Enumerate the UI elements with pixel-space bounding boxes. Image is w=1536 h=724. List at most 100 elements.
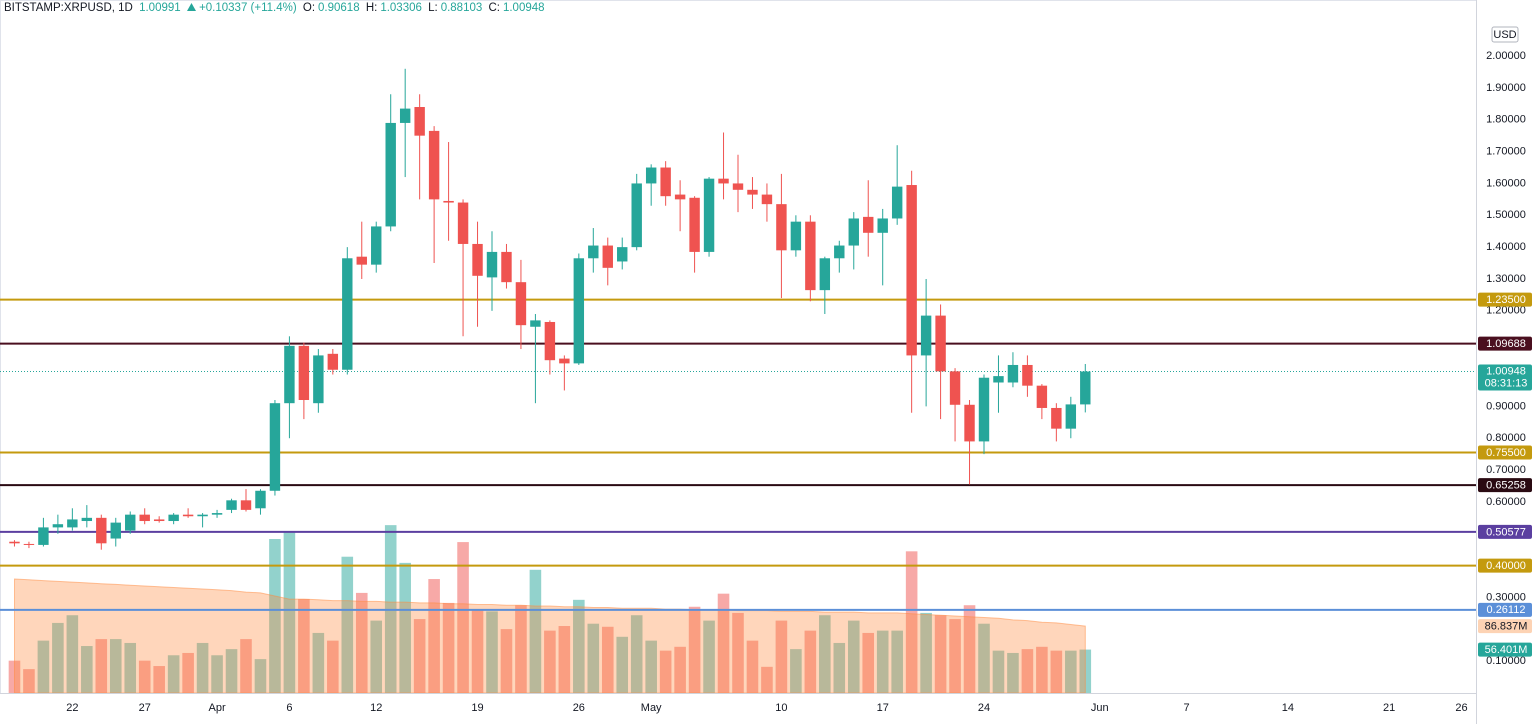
candle-body — [342, 258, 353, 370]
candle-body — [660, 167, 671, 197]
level-label: 0.50577 — [1486, 526, 1526, 538]
candle-body — [573, 258, 585, 364]
candle-body — [790, 221, 802, 251]
candle-body — [1007, 364, 1019, 383]
volume-bar — [891, 630, 903, 693]
volume-bar — [761, 666, 773, 693]
volume-bar — [355, 592, 368, 693]
level-label-box — [1478, 292, 1532, 307]
candle-body — [428, 130, 440, 200]
volume-ma-label-box — [1478, 619, 1532, 634]
candle-body — [920, 315, 932, 356]
volume-bar — [413, 619, 426, 693]
currency-box — [1491, 26, 1519, 43]
volume-bar — [630, 615, 643, 693]
volume-bar — [225, 649, 238, 693]
candle-body — [891, 186, 903, 219]
level-label-box — [1478, 558, 1532, 573]
volume-bar — [1065, 650, 1077, 693]
candle-body — [515, 282, 527, 326]
volume-ma-label: 86.837M — [1485, 621, 1528, 633]
y-tick-label: 2.00000 — [1486, 50, 1526, 62]
x-tick-label: 26 — [573, 702, 585, 714]
level-label: 0.40000 — [1486, 560, 1526, 572]
candle-body — [703, 178, 715, 252]
candle-body — [1036, 385, 1048, 408]
last-price-label: 1.00948 — [1486, 365, 1526, 377]
candle-body — [472, 243, 483, 276]
countdown: 08:31:13 — [1485, 377, 1528, 389]
candle-body — [964, 404, 975, 442]
ohlc-key: H: — [365, 2, 378, 14]
volume-bar — [905, 551, 918, 693]
x-tick-label: 27 — [139, 702, 151, 714]
volume-bar — [688, 606, 701, 693]
y-tick-label: 1.70000 — [1486, 146, 1526, 158]
volume-bar — [471, 609, 484, 693]
plot-border — [0, 0, 1477, 694]
candle-body — [182, 514, 194, 517]
volume-bar — [457, 542, 469, 693]
volume-bar — [616, 636, 629, 693]
level-label-box — [1478, 478, 1532, 493]
x-tick-label: 17 — [877, 702, 889, 714]
x-tick-label: May — [641, 702, 662, 714]
volume-bar — [138, 660, 151, 693]
volume-bar — [428, 579, 440, 693]
volume-bar — [486, 611, 498, 693]
y-tick-label: 1.90000 — [1486, 82, 1526, 94]
volume-bar — [876, 630, 889, 693]
candle-body — [269, 403, 281, 491]
volume-ma-area — [14, 578, 1086, 694]
volume-bar — [240, 639, 252, 693]
candle-body — [139, 514, 150, 522]
candle-body — [96, 517, 107, 544]
volume-bar — [124, 642, 137, 693]
volume-bar — [66, 615, 79, 693]
volume-bar — [573, 599, 585, 693]
volume-bar — [934, 615, 947, 693]
ohlc-value: 1.03306 — [380, 2, 422, 14]
candle-body — [52, 524, 64, 528]
volume-bar — [211, 655, 223, 693]
last-price-box — [1478, 364, 1532, 391]
candle-body — [501, 251, 512, 283]
y-tick-label: 0.30000 — [1486, 591, 1526, 603]
y-tick-label: 1.40000 — [1486, 241, 1526, 253]
volume-bar — [558, 626, 571, 693]
volume-bar — [500, 629, 513, 693]
candle-body — [313, 355, 324, 404]
symbol[interactable]: BITSTAMP:XRPUSD, 1D — [4, 2, 133, 14]
level-label: 1.09688 — [1486, 338, 1526, 350]
candle-body — [153, 519, 165, 522]
candle-body — [23, 543, 35, 545]
volume-bar — [775, 620, 788, 693]
volume-bar — [804, 630, 817, 693]
candle-body — [848, 218, 859, 246]
volume-label-box — [1478, 642, 1532, 657]
candle-body — [255, 490, 266, 509]
candle-body — [1051, 407, 1062, 429]
candle-body — [486, 251, 498, 278]
volume-bar — [732, 612, 744, 693]
volume-bar — [790, 649, 802, 693]
volume-bar — [442, 602, 455, 693]
candle-body — [110, 522, 121, 539]
candle-body — [399, 108, 411, 123]
y-tick-label: 1.30000 — [1486, 273, 1526, 285]
volume-bar — [587, 623, 600, 693]
volume-label: 56.401M — [1485, 644, 1528, 656]
y-tick-label: 0.90000 — [1486, 400, 1526, 412]
volume-bar — [182, 652, 194, 693]
volume-bar — [978, 623, 990, 693]
ohlc-value: 1.00948 — [502, 2, 545, 14]
volume-bar — [819, 615, 831, 693]
candle-body — [356, 256, 367, 265]
candle-body — [602, 245, 613, 268]
x-tick-label: Apr — [208, 702, 225, 714]
x-tick-label: Jun — [1091, 702, 1109, 714]
level-label: 0.65258 — [1486, 480, 1526, 492]
candle-body — [819, 258, 831, 291]
volume-bar — [341, 556, 354, 693]
